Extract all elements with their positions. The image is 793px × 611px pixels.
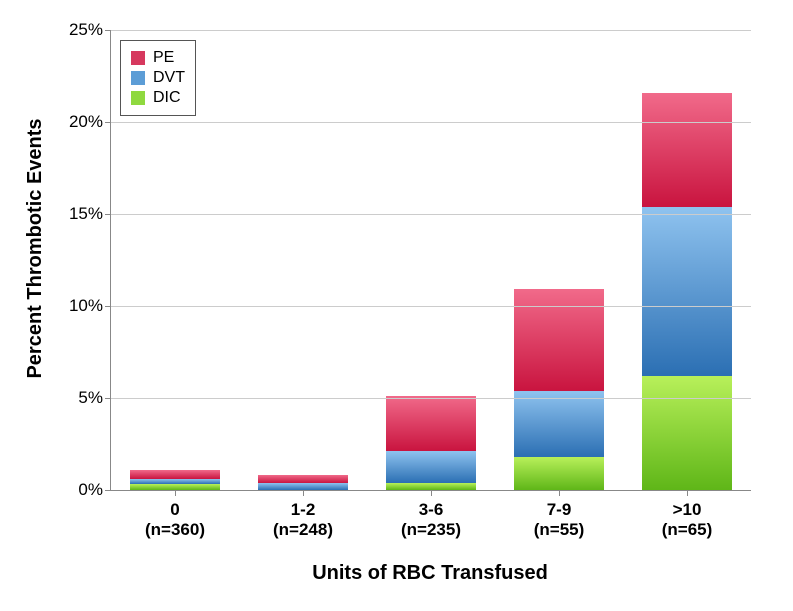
legend-item-dvt: DVT <box>131 69 185 87</box>
bar-segment-dic <box>642 376 732 490</box>
bar-segment-dvt <box>642 207 732 376</box>
x-tick-label: 3-6(n=235) <box>401 490 461 541</box>
x-tick-category: >10 <box>662 500 713 520</box>
bar-segment-pe <box>258 475 348 482</box>
bar-segment-dvt <box>258 483 348 490</box>
y-tick-label: 0% <box>78 480 111 500</box>
x-tick-category: 0 <box>145 500 205 520</box>
bars-row: 0(n=360)1-2(n=248)3-6(n=235)7-9(n=55)>10… <box>111 30 751 490</box>
x-tick-label: >10(n=65) <box>662 490 713 541</box>
bar-segment-dvt <box>514 391 604 457</box>
x-tick-n: (n=65) <box>662 520 713 540</box>
legend-swatch-dvt <box>131 71 145 85</box>
gridline <box>111 214 751 215</box>
bar-segment-dic <box>386 483 476 490</box>
x-tick-n: (n=235) <box>401 520 461 540</box>
bar-slot: 1-2(n=248) <box>239 30 367 490</box>
stacked-bar <box>130 470 220 490</box>
legend-swatch-pe <box>131 51 145 65</box>
legend-item-pe: PE <box>131 49 185 67</box>
bar-slot: 3-6(n=235) <box>367 30 495 490</box>
y-tick-label: 10% <box>69 296 111 316</box>
legend: PE DVT DIC <box>120 40 196 116</box>
stacked-bar <box>258 475 348 490</box>
gridline <box>111 398 751 399</box>
x-tick-category: 1-2 <box>273 500 333 520</box>
y-tick-label: 15% <box>69 204 111 224</box>
x-tick-n: (n=248) <box>273 520 333 540</box>
gridline <box>111 306 751 307</box>
bar-segment-pe <box>642 93 732 207</box>
stacked-bar <box>386 396 476 490</box>
stacked-bar <box>642 93 732 490</box>
x-tick-category: 3-6 <box>401 500 461 520</box>
y-tick-label: 25% <box>69 20 111 40</box>
x-tick-label: 7-9(n=55) <box>534 490 585 541</box>
legend-label: PE <box>153 49 174 67</box>
legend-label: DVT <box>153 69 185 87</box>
x-tick-label: 0(n=360) <box>145 490 205 541</box>
gridline <box>111 122 751 123</box>
chart-container: Percent Thrombotic Events 0(n=360)1-2(n=… <box>0 0 793 611</box>
legend-item-dic: DIC <box>131 89 185 107</box>
stacked-bar <box>514 289 604 490</box>
legend-swatch-dic <box>131 91 145 105</box>
bar-segment-pe <box>514 289 604 390</box>
x-tick-n: (n=55) <box>534 520 585 540</box>
bar-segment-pe <box>386 396 476 451</box>
x-tick-category: 7-9 <box>534 500 585 520</box>
legend-label: DIC <box>153 89 181 107</box>
y-tick-label: 5% <box>78 388 111 408</box>
y-tick-label: 20% <box>69 112 111 132</box>
x-tick-label: 1-2(n=248) <box>273 490 333 541</box>
x-axis-title: Units of RBC Transfused <box>110 562 750 585</box>
gridline <box>111 30 751 31</box>
bar-segment-dvt <box>386 451 476 482</box>
bar-slot: 7-9(n=55) <box>495 30 623 490</box>
bar-segment-dic <box>514 457 604 490</box>
bar-slot: >10(n=65) <box>623 30 751 490</box>
bar-segment-pe <box>130 470 220 479</box>
plot-area: 0(n=360)1-2(n=248)3-6(n=235)7-9(n=55)>10… <box>110 30 751 491</box>
x-tick-n: (n=360) <box>145 520 205 540</box>
